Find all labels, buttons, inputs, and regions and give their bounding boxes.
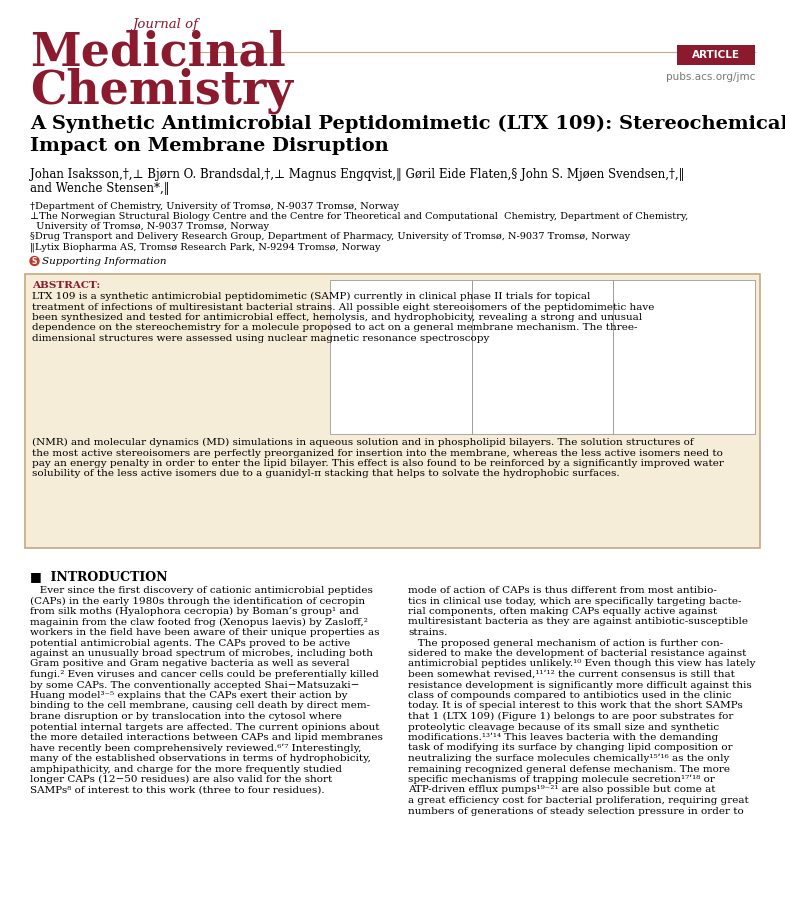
Text: Gram positive and Gram negative bacteria as well as several: Gram positive and Gram negative bacteria… [30,659,349,668]
Text: pubs.acs.org/jmc: pubs.acs.org/jmc [666,72,755,82]
Text: treatment of infections of multiresistant bacterial strains. All possible eight : treatment of infections of multiresistan… [32,302,655,311]
Text: potential antimicrobial agents. The CAPs proved to be active: potential antimicrobial agents. The CAPs… [30,638,350,647]
Text: been somewhat revised,¹¹ʹ¹² the current consensus is still that: been somewhat revised,¹¹ʹ¹² the current … [408,670,735,679]
Text: fungi.² Even viruses and cancer cells could be preferentially killed: fungi.² Even viruses and cancer cells co… [30,670,379,679]
Text: resistance development is significantly more difficult against this: resistance development is significantly … [408,680,752,689]
Text: amphipathicity, and charge for the more frequently studied: amphipathicity, and charge for the more … [30,765,342,774]
Text: brane disruption or by translocation into the cytosol where: brane disruption or by translocation int… [30,712,342,721]
Text: longer CAPs (12−50 residues) are also valid for the short: longer CAPs (12−50 residues) are also va… [30,775,332,785]
Text: neutralizing the surface molecules chemically¹⁵ʹ¹⁶ as the only: neutralizing the surface molecules chemi… [408,754,729,764]
Text: potential internal targets are affected. The current opinions about: potential internal targets are affected.… [30,723,379,732]
Text: by some CAPs. The conventionally accepted Shai−Matsuzaki−: by some CAPs. The conventionally accepte… [30,680,360,689]
Text: †Department of Chemistry, University of Tromsø, N-9037 Tromsø, Norway: †Department of Chemistry, University of … [30,202,399,211]
Bar [330,280,472,434]
Text: ATP-driven efflux pumps¹⁹⁻²¹ are also possible but come at: ATP-driven efflux pumps¹⁹⁻²¹ are also po… [408,785,715,794]
Text: Ever since the first discovery of cationic antimicrobial peptides: Ever since the first discovery of cation… [30,586,373,595]
Text: binding to the cell membrane, causing cell death by direct mem-: binding to the cell membrane, causing ce… [30,702,370,710]
Circle shape [30,256,39,265]
Text: dependence on the stereochemistry for a molecule proposed to act on a general me: dependence on the stereochemistry for a … [32,323,637,332]
Text: from silk moths (Hyalophora cecropia) by Boman’s group¹ and: from silk moths (Hyalophora cecropia) by… [30,607,359,617]
Text: Impact on Membrane Disruption: Impact on Membrane Disruption [30,137,389,155]
Text: Huang model³⁻⁵ explains that the CAPs exert their action by: Huang model³⁻⁵ explains that the CAPs ex… [30,691,348,700]
Text: the more detailed interactions between CAPs and lipid membranes: the more detailed interactions between C… [30,733,383,742]
Text: ARTICLE: ARTICLE [692,50,740,60]
Text: have recently been comprehensively reviewed.⁶ʹ⁷ Interestingly,: have recently been comprehensively revie… [30,744,361,753]
Text: Medicinal: Medicinal [30,30,286,76]
Text: The proposed general mechanism of action is further con-: The proposed general mechanism of action… [408,638,723,647]
Text: been synthesized and tested for antimicrobial effect, hemolysis, and hydrophobic: been synthesized and tested for antimicr… [32,313,642,322]
Text: dimensional structures were assessed using nuclear magnetic resonance spectrosco: dimensional structures were assessed usi… [32,334,489,343]
Text: SAMPs⁸ of interest to this work (three to four residues).: SAMPs⁸ of interest to this work (three t… [30,785,325,794]
Bar [25,274,760,548]
Text: (CAPs) in the early 1980s through the identification of cecropin: (CAPs) in the early 1980s through the id… [30,597,365,606]
Text: many of the established observations in terms of hydrophobicity,: many of the established observations in … [30,754,371,763]
Text: class of compounds compared to antibiotics used in the clinic: class of compounds compared to antibioti… [408,691,732,700]
Text: magainin from the claw footed frog (Xenopus laevis) by Zasloff,²: magainin from the claw footed frog (Xeno… [30,617,368,627]
Text: multiresistant bacteria as they are against antibiotic-susceptible: multiresistant bacteria as they are agai… [408,617,748,627]
Text: ■  INTRODUCTION: ■ INTRODUCTION [30,570,167,583]
Text: specific mechanisms of trapping molecule secretion¹⁷ʹ¹⁸ or: specific mechanisms of trapping molecule… [408,775,715,785]
Text: against an unusually broad spectrum of microbes, including both: against an unusually broad spectrum of m… [30,649,373,658]
Text: remaining recognized general defense mechanism. The more: remaining recognized general defense mec… [408,765,730,774]
Text: workers in the field have been aware of their unique properties as: workers in the field have been aware of … [30,628,379,637]
Text: modifications.¹³ʹ¹⁴ This leaves bacteria with the demanding: modifications.¹³ʹ¹⁴ This leaves bacteria… [408,733,718,742]
Text: numbers of generations of steady selection pressure in order to: numbers of generations of steady selecti… [408,806,743,815]
Text: ‖Lytix Biopharma AS, Tromsø Research Park, N-9294 Tromsø, Norway: ‖Lytix Biopharma AS, Tromsø Research Par… [30,242,381,252]
Text: Chemistry: Chemistry [30,67,293,114]
Text: a great efficiency cost for bacterial proliferation, requiring great: a great efficiency cost for bacterial pr… [408,796,749,805]
Text: Johan Isaksson,†,⊥ Bjørn O. Brandsdal,†,⊥ Magnus Engqvist,‖ Gøril Eide Flaten,§ : Johan Isaksson,†,⊥ Bjørn O. Brandsdal,†,… [30,168,685,181]
Bar [472,280,613,434]
Text: tics in clinical use today, which are specifically targeting bacte-: tics in clinical use today, which are sp… [408,597,742,606]
Text: pay an energy penalty in order to enter the lipid bilayer. This effect is also f: pay an energy penalty in order to enter … [32,459,724,468]
Bar [613,280,755,434]
Text: Supporting Information: Supporting Information [42,256,166,265]
Text: ⊥The Norwegian Structural Biology Centre and the Centre for Theoretical and Comp: ⊥The Norwegian Structural Biology Centre… [30,212,688,221]
Bar [677,45,755,65]
Text: task of modifying its surface by changing lipid composition or: task of modifying its surface by changin… [408,744,732,753]
Text: solubility of the less active isomers due to a guanidyl-π stacking that helps to: solubility of the less active isomers du… [32,469,619,479]
Text: strains.: strains. [408,628,447,637]
Text: antimicrobial peptides unlikely.¹⁰ Even though this view has lately: antimicrobial peptides unlikely.¹⁰ Even … [408,659,755,668]
Text: University of Tromsø, N-9037 Tromsø, Norway: University of Tromsø, N-9037 Tromsø, Nor… [30,222,269,231]
Text: sidered to make the development of bacterial resistance against: sidered to make the development of bacte… [408,649,747,658]
Text: and Wenche Stensen*,‖: and Wenche Stensen*,‖ [30,182,170,195]
Text: Journal of: Journal of [132,18,198,31]
Text: that 1 (LTX 109) (Figure 1) belongs to are poor substrates for: that 1 (LTX 109) (Figure 1) belongs to a… [408,712,733,721]
Text: LTX 109 is a synthetic antimicrobial peptidomimetic (SAMP) currently in clinical: LTX 109 is a synthetic antimicrobial pep… [32,292,590,301]
Text: (NMR) and molecular dynamics (MD) simulations in aqueous solution and in phospho: (NMR) and molecular dynamics (MD) simula… [32,438,694,447]
Text: the most active stereoisomers are perfectly preorganized for insertion into the : the most active stereoisomers are perfec… [32,449,723,458]
Text: rial components, often making CAPs equally active against: rial components, often making CAPs equal… [408,607,717,616]
Text: today. It is of special interest to this work that the short SAMPs: today. It is of special interest to this… [408,702,743,710]
Text: S: S [32,256,37,265]
Text: ABSTRACT:: ABSTRACT: [32,281,100,290]
Text: A Synthetic Antimicrobial Peptidomimetic (LTX 109): Stereochemical: A Synthetic Antimicrobial Peptidomimetic… [30,115,785,133]
Text: mode of action of CAPs is thus different from most antibio-: mode of action of CAPs is thus different… [408,586,717,595]
Text: proteolytic cleavage because of its small size and synthetic: proteolytic cleavage because of its smal… [408,723,719,732]
Text: §Drug Transport and Delivery Research Group, Department of Pharmacy, University : §Drug Transport and Delivery Research Gr… [30,232,630,241]
